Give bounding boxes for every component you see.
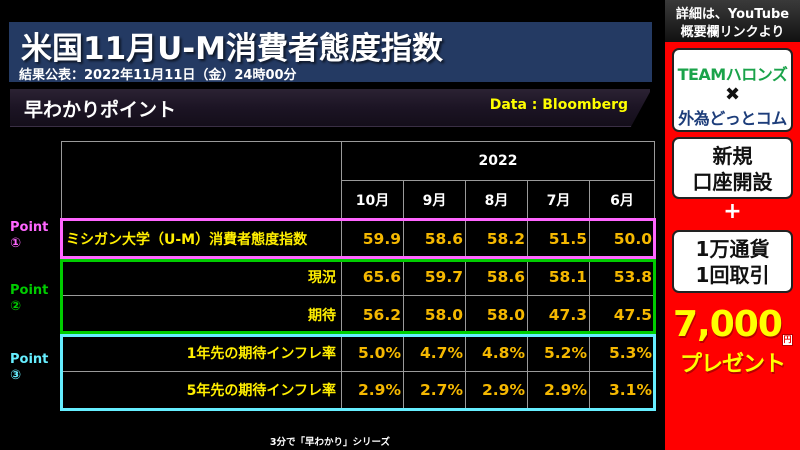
point-word: Point [10,283,49,298]
row-label-5y-inflation: 5年先の期待インフレ率 [186,383,336,399]
section-title: 早わかりポイント [24,99,177,121]
point-word: Point [10,220,49,235]
ad-text: 1回取引 [695,263,770,287]
table-cell: 56.2 [362,306,401,324]
team-halons-logo: TEAMハロンズ [677,65,788,84]
point-2-label: Point ② [10,283,48,315]
ad-text: 新規 [712,144,753,168]
grid-line [61,371,655,372]
ad-new-account-box: 新規 口座開設 [672,137,793,199]
table-cell: 59.9 [362,230,401,248]
gaitame-logo: 外為どっとコム [678,109,787,128]
ad-text: 1万通貨 [695,237,770,261]
yen-badge: 円 [782,334,793,346]
page-title: 米国11月U-M消費者態度指数 [21,31,444,67]
ad-amount: 7,000 [673,304,783,345]
data-table: 2022 10月 9月 8月 7月 6月 ミシガン大学（U-M）消費者態度指数 … [60,141,656,411]
table-cell: 58.0 [424,306,463,324]
table-cell: 3.1% [609,381,652,399]
row-label-expectations: 期待 [308,308,336,324]
table-cell: 65.6 [362,268,401,286]
point-number: ② [10,299,22,314]
table-cell: 58.2 [486,230,525,248]
table-cell: 5.0% [358,344,401,362]
table-cell: 2.9% [482,381,525,399]
row-label-current: 現況 [308,270,336,286]
table-cell: 58.0 [486,306,525,324]
grid-line [403,180,404,409]
year-header: 2022 [478,152,518,169]
table-cell: 58.6 [424,230,463,248]
table-cell: 58.1 [548,268,587,286]
row-label-1y-inflation: 1年先の期待インフレ率 [186,346,336,362]
ad-youtube-note: 詳細は、YouTube 概要欄リンクより [665,0,800,42]
table-cell: 59.7 [424,268,463,286]
grid-line [341,141,342,409]
table-cell: 58.6 [486,268,525,286]
ad-note-line1: 詳細は、YouTube [675,7,790,22]
grid-line [654,141,655,409]
grid-line [61,408,655,409]
grid-line [465,180,466,409]
point-1-label: Point ① [10,220,48,252]
table-cell: 47.5 [613,306,652,324]
grid-line [341,180,655,181]
grid-line [61,141,655,142]
release-datetime: 結果公表：2022年11月11日（金）24時00分 [19,68,297,83]
row-label-um-index: ミシガン大学（U-M）消費者態度指数 [66,232,308,248]
point-number: ③ [10,368,22,383]
point-3-label: Point ③ [10,352,48,384]
section-header: 早わかりポイント Data : Bloomberg [10,89,650,127]
data-source: Data : Bloomberg [489,97,628,113]
grid-line [61,295,655,296]
promo-ad-panel[interactable]: TEAMハロンズ ✖ 外為どっとコム 新規 口座開設 + 1万通貨 1回取引 7… [665,42,800,450]
table-cell: 2.7% [420,381,463,399]
table-cell: 50.0 [613,230,652,248]
point-word: Point [10,352,49,367]
table-cell: 4.8% [482,344,525,362]
grid-line [589,180,590,409]
grid-line [527,180,528,409]
month-header: 7月 [546,193,571,209]
ad-trade-box: 1万通貨 1回取引 [672,230,793,293]
ad-present: プレゼント [679,352,786,377]
cross-icon: ✖ [724,84,741,105]
table-cell: 2.9% [358,381,401,399]
table-cell: 2.9% [544,381,587,399]
table-cell: 5.2% [544,344,587,362]
point-number: ① [10,236,22,251]
table-cell: 53.8 [613,268,652,286]
table-cell: 5.3% [609,344,652,362]
title-banner: 米国11月U-M消費者態度指数 結果公表：2022年11月11日（金）24時00… [9,22,652,83]
ad-note-line2: 概要欄リンクより [680,25,785,40]
month-header: 6月 [610,193,634,209]
table-cell: 47.3 [548,306,587,324]
table-cell: 51.5 [548,230,587,248]
month-header: 9月 [422,193,447,209]
month-header: 10月 [355,193,390,209]
table-cell: 4.7% [420,344,463,362]
plus-icon: + [723,199,742,224]
series-footer: 3分で「早わかり」シリーズ [269,437,391,448]
month-header: 8月 [484,193,509,209]
ad-logo-box: TEAMハロンズ ✖ 外為どっとコム [672,48,793,132]
ad-text: 口座開設 [692,170,773,194]
